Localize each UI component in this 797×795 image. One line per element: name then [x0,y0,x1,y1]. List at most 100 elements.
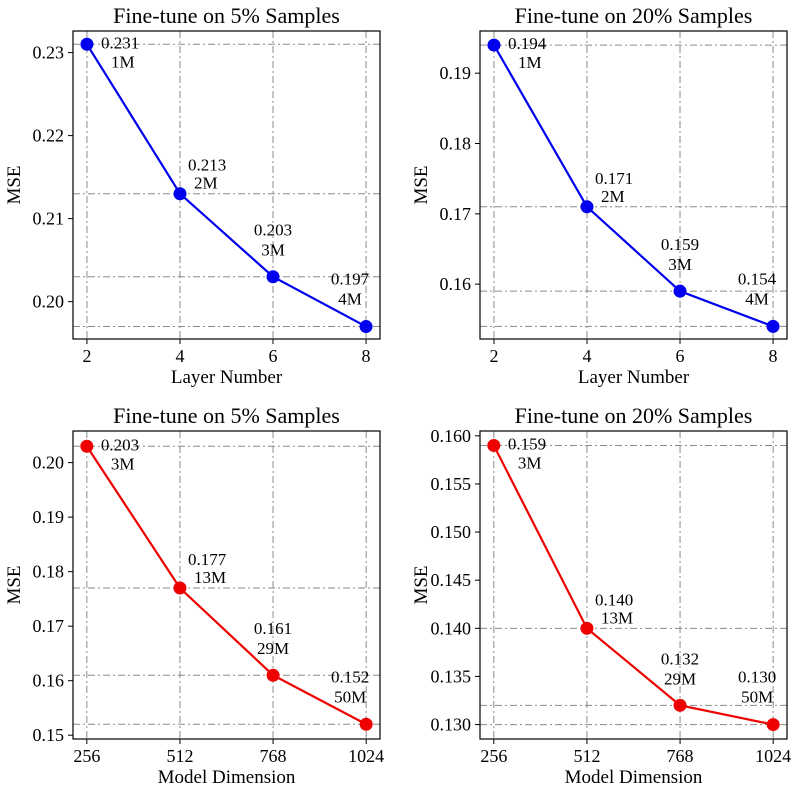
param-count-label: 2M [601,187,625,206]
axes-frame [479,430,788,740]
data-point [173,187,187,201]
series-line [86,43,367,328]
data-point [266,668,280,682]
data-value-label: 0.203 [101,435,139,454]
data-point [487,438,501,452]
data-value-label: 0.159 [661,235,699,254]
series-line [492,444,774,726]
series-line [493,44,774,328]
data-point [673,284,687,298]
data-point [80,37,94,51]
data-value-label: 0.203 [254,221,292,240]
y-tick-label: 0.23 [33,43,65,63]
x-axis-label: Layer Number [171,367,283,388]
x-tick-label: 6 [269,346,278,366]
x-tick-label: 512 [166,746,193,766]
data-value-label: 0.140 [595,590,633,609]
data-value-label: 0.177 [188,550,227,569]
data-value-label: 0.161 [254,619,292,638]
y-tick-label: 0.150 [431,522,472,542]
x-axis-label: Layer Number [578,367,690,388]
y-tick-label: 0.160 [431,426,472,446]
data-value-label: 0.152 [331,667,369,686]
y-tick-label: 0.145 [431,570,472,590]
param-count-label: 3M [111,454,135,473]
y-tick-label: 0.22 [33,126,65,146]
y-tick-label: 0.19 [440,63,472,83]
data-value-label: 0.154 [738,269,777,288]
data-value-label: 0.231 [101,33,139,52]
chart-title: Fine-tune on 20% Samples [515,403,753,428]
y-tick-label: 0.155 [431,474,472,494]
param-count-label: 4M [745,289,769,308]
y-axis-label: MSE [411,565,432,604]
y-tick-label: 0.18 [33,562,65,582]
chart-panel-3: 256 512 768 1024 0.15 0.16 0.17 0.18 0.19 0.20 0.2… [4,403,384,788]
chart-title: Fine-tune on 20% Samples [515,3,753,28]
y-tick-label: 0.17 [33,616,65,636]
y-tick-label: 0.16 [440,274,472,294]
y-tick-label: 0.140 [431,618,472,638]
data-point [766,718,780,732]
y-tick-label: 0.21 [33,209,65,229]
series-line [85,445,367,726]
chart-title: Fine-tune on 5% Samples [113,403,340,428]
data-point [359,320,373,334]
param-count-label: 1M [518,53,542,72]
y-tick-label: 0.130 [431,715,472,735]
param-count-label: 4M [338,290,362,309]
data-point [580,200,594,214]
x-axis-label: Model Dimension [565,767,703,788]
y-tick-label: 0.16 [33,671,65,691]
chart-panel-4: 256 512 768 1024 0.130 0.135 0.140 0.145 0.150 0.… [411,403,791,788]
data-point [266,270,280,284]
data-value-label: 0.197 [331,270,370,289]
data-value-label: 0.132 [661,649,699,668]
param-count-label: 13M [194,568,226,587]
data-point [487,38,501,52]
x-tick-label: 2 [82,346,91,366]
x-tick-label: 768 [667,746,694,766]
param-count-label: 29M [257,639,289,658]
y-axis-label: MSE [4,165,25,204]
x-tick-label: 256 [480,746,507,766]
x-tick-label: 768 [260,746,287,766]
axes-frame [72,430,381,740]
data-value-label: 0.194 [508,34,547,53]
axes-frame [72,30,381,340]
param-count-label: 1M [111,52,135,71]
data-value-label: 0.130 [738,668,776,687]
y-tick-label: 0.20 [33,453,65,473]
param-count-label: 3M [518,453,542,472]
data-point [673,698,687,712]
data-point [359,717,373,731]
data-point [80,439,94,453]
y-tick-label: 0.135 [431,666,472,686]
x-tick-label: 6 [676,346,685,366]
x-tick-label: 256 [73,746,100,766]
param-count-label: 50M [334,687,366,706]
data-value-label: 0.213 [188,156,226,175]
data-point [580,621,594,635]
axes-frame [479,30,788,340]
data-point [766,319,780,333]
x-tick-label: 8 [362,346,371,366]
chart-title: Fine-tune on 5% Samples [113,3,340,28]
y-axis-label: MSE [4,565,25,604]
param-count-label: 3M [668,255,692,274]
x-axis-label: Model Dimension [158,767,296,788]
x-tick-label: 8 [769,346,778,366]
y-tick-label: 0.19 [33,507,65,527]
y-tick-label: 0.18 [440,134,472,154]
x-tick-label: 1024 [348,746,384,766]
param-count-label: 2M [194,174,218,193]
y-tick-label: 0.15 [33,725,65,745]
x-tick-label: 1024 [755,746,791,766]
x-tick-label: 512 [573,746,600,766]
x-tick-label: 2 [489,346,498,366]
x-tick-label: 4 [175,346,184,366]
data-point [173,581,187,595]
